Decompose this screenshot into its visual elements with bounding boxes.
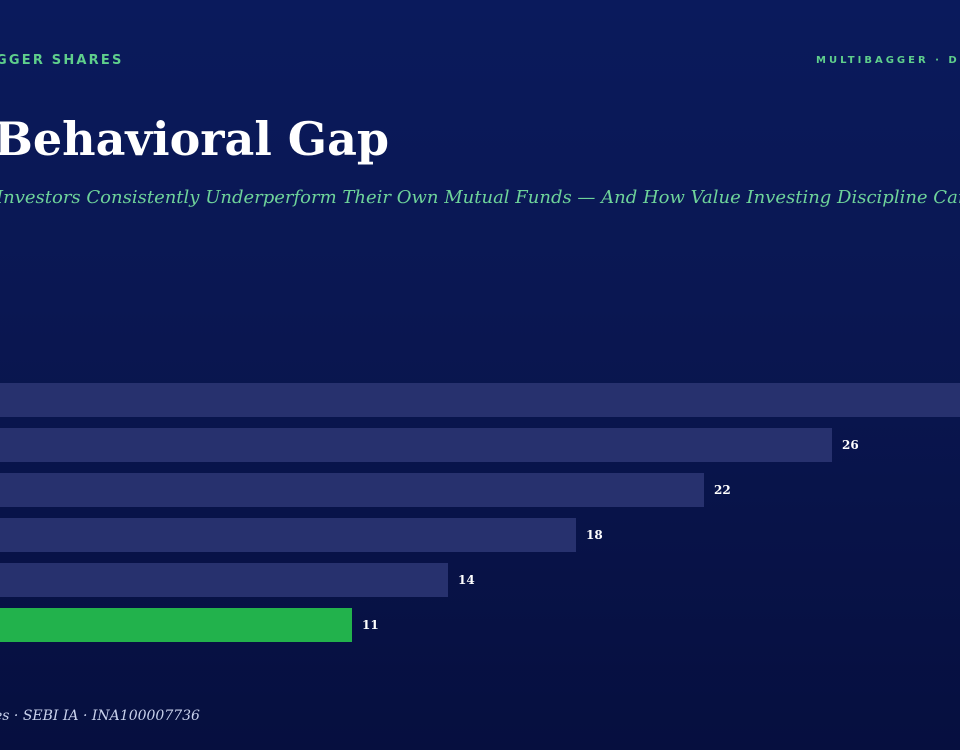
page-title: Behavioral Gap bbox=[0, 112, 390, 166]
bar-value-label-1: 26 bbox=[842, 438, 859, 452]
bar-0 bbox=[0, 383, 960, 417]
bar-1 bbox=[0, 428, 832, 462]
bar-value-label-5: 11 bbox=[362, 618, 379, 632]
bar-5 bbox=[0, 608, 352, 642]
brand-right: MULTIBAGGER · D bbox=[816, 55, 960, 66]
bar-value-label-4: 14 bbox=[458, 573, 475, 587]
footer-text: es · SEBI IA · INA100007736 bbox=[0, 708, 200, 724]
bar-2 bbox=[0, 473, 704, 507]
bar-4 bbox=[0, 563, 448, 597]
page-subtitle: Investors Consistently Underperform Thei… bbox=[0, 187, 960, 208]
brand-left: GGER SHARES bbox=[0, 53, 124, 68]
bar-value-label-2: 22 bbox=[714, 483, 731, 497]
bar-3 bbox=[0, 518, 576, 552]
bar-value-label-3: 18 bbox=[586, 528, 603, 542]
